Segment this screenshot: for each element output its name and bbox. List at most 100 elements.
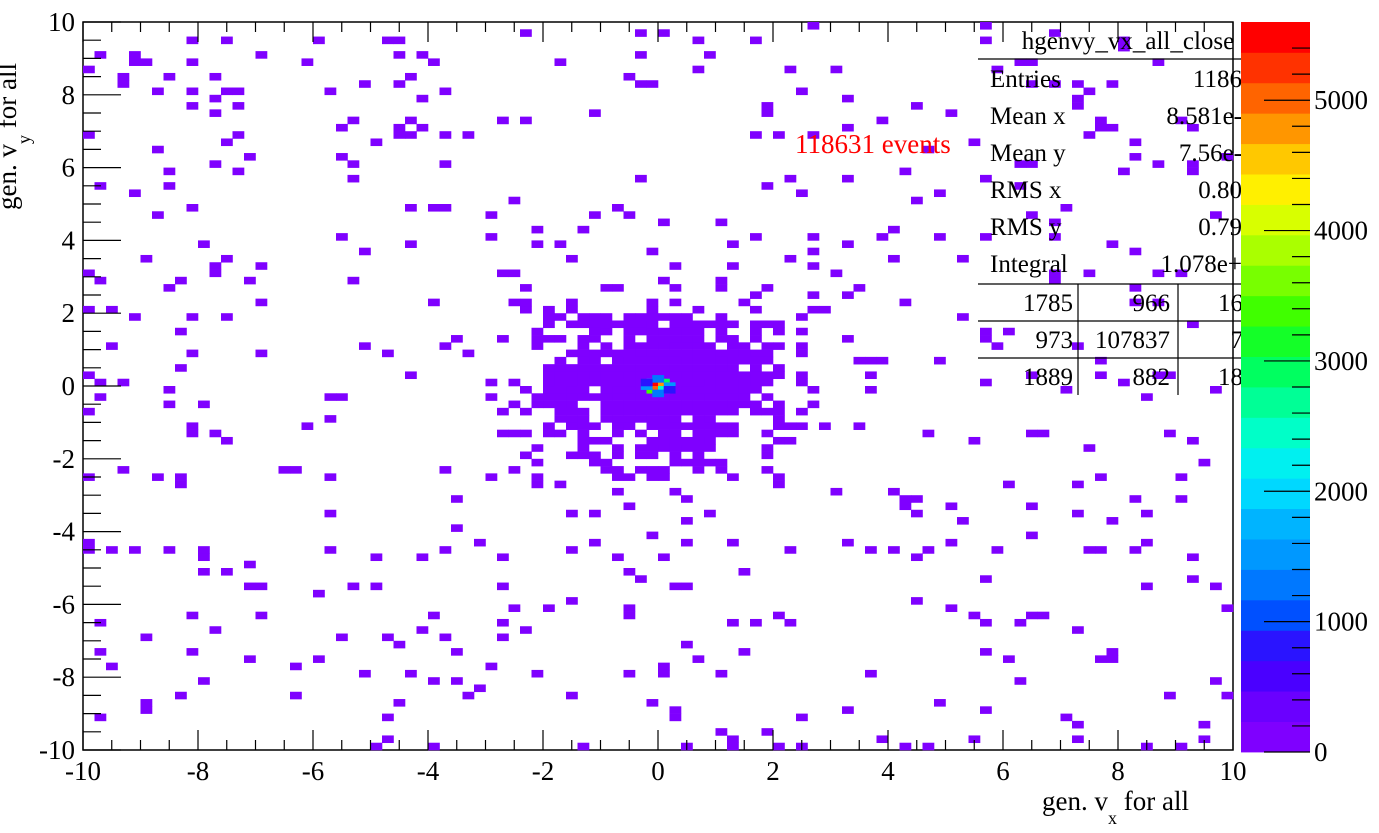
heatmap-cell xyxy=(704,51,716,59)
color-scale-band xyxy=(1241,52,1310,84)
x-tick-label: -2 xyxy=(532,756,555,786)
heatmap-cell xyxy=(681,422,693,430)
stats-label: Entries xyxy=(990,66,1061,93)
heatmap-cell xyxy=(669,349,682,358)
heatmap-cell xyxy=(393,80,406,88)
heatmap-cell xyxy=(646,364,659,372)
x-tick-label: 4 xyxy=(881,756,895,786)
heatmap-cell xyxy=(715,669,728,678)
heatmap-cell xyxy=(290,662,302,671)
heatmap-cell xyxy=(186,102,199,110)
heatmap-cell xyxy=(784,618,797,627)
heatmap-cell xyxy=(1221,691,1234,700)
heatmap-cell xyxy=(1175,269,1188,278)
heatmap-cell xyxy=(600,371,613,380)
heatmap-cell xyxy=(543,400,555,409)
heatmap-cell xyxy=(945,502,958,511)
heatmap-cell xyxy=(704,386,716,394)
heatmap-cell xyxy=(1175,742,1188,751)
heatmap-cell xyxy=(899,298,912,307)
heatmap-cell xyxy=(543,320,555,329)
heatmap-cell xyxy=(589,109,601,117)
heatmap-cell xyxy=(807,22,820,30)
heatmap-cell xyxy=(600,458,613,467)
heatmap-cell xyxy=(1152,298,1165,307)
heatmap-cell xyxy=(301,422,314,430)
heatmap-cell xyxy=(934,356,946,365)
heatmap-cell xyxy=(94,276,107,285)
heatmap-cell xyxy=(704,364,716,372)
heatmap-cell xyxy=(416,51,429,59)
heatmap-cell xyxy=(727,735,739,744)
heatmap-cell xyxy=(1014,182,1027,190)
heatmap-cell xyxy=(1129,495,1142,503)
y-tick-label: 8 xyxy=(62,80,76,110)
heatmap-cell xyxy=(635,393,647,401)
heatmap-cell xyxy=(129,189,141,198)
heatmap-cell xyxy=(140,58,153,66)
heatmap-cell xyxy=(209,269,222,278)
heatmap-cell xyxy=(612,284,624,292)
x-tick-label: -10 xyxy=(65,756,101,786)
heatmap-cell xyxy=(1037,429,1050,438)
heatmap-cell xyxy=(531,240,544,248)
heatmap-cell xyxy=(313,655,325,663)
heatmap-cell xyxy=(692,444,705,452)
heatmap-cell xyxy=(773,320,785,329)
heatmap-cell xyxy=(715,400,728,409)
heatmap-cell xyxy=(980,648,992,656)
heatmap-cell xyxy=(508,604,521,612)
heatmap-cell xyxy=(1221,604,1234,612)
heatmap-cell xyxy=(623,386,636,394)
heatmap-cell xyxy=(842,174,854,183)
heatmap-cell xyxy=(727,335,739,343)
heatmap-cell xyxy=(1106,655,1119,663)
heatmap-cell xyxy=(106,662,118,671)
heatmap-cell xyxy=(531,444,544,452)
heatmap-cell xyxy=(646,415,659,423)
heatmap-cell xyxy=(485,393,498,401)
heatmap-cell xyxy=(554,393,567,401)
heatmap-cell xyxy=(738,349,751,358)
heatmap-cell xyxy=(531,393,544,401)
heatmap-cell xyxy=(577,422,590,430)
heatmap-cell xyxy=(612,444,624,452)
heatmap-cell xyxy=(1118,36,1130,45)
heatmap-cell xyxy=(451,648,463,656)
heatmap-cell xyxy=(152,87,164,96)
heatmap-cell xyxy=(761,407,774,416)
heatmap-cell xyxy=(531,480,544,489)
heatmap-cell xyxy=(600,415,613,423)
heatmap-cell xyxy=(658,327,670,336)
heatmap-cell xyxy=(566,691,578,700)
heatmap-cell xyxy=(106,546,118,554)
heatmap-cell xyxy=(658,662,670,671)
heatmap-cell xyxy=(646,422,659,430)
heatmap-cell xyxy=(957,254,969,263)
heatmap-cell xyxy=(347,276,360,285)
heatmap-cell xyxy=(738,386,751,394)
heatmap-cell xyxy=(554,335,567,343)
heatmap-cell xyxy=(83,407,95,416)
heatmap-cell xyxy=(324,415,337,423)
y-tick-label: 0 xyxy=(62,371,76,401)
color-scale-band xyxy=(1241,721,1310,753)
heatmap-cell xyxy=(623,400,636,409)
heatmap-cell xyxy=(784,65,797,74)
heatmap-cell xyxy=(600,378,613,387)
heatmap-cell xyxy=(681,371,693,380)
heatmap-cell xyxy=(750,371,762,380)
heatmap-cell xyxy=(1164,371,1176,380)
heatmap-cell xyxy=(600,386,613,394)
heatmap-cell xyxy=(911,509,923,518)
y-tick-label: 2 xyxy=(62,298,76,328)
heatmap-cell xyxy=(175,327,187,336)
heatmap-cell xyxy=(623,364,636,372)
heatmap-cell xyxy=(658,356,670,365)
heatmap-cell xyxy=(784,436,797,445)
heatmap-cell xyxy=(704,356,716,365)
heatmap-cell xyxy=(658,473,670,481)
heatmap-cell xyxy=(681,436,693,445)
heatmap-cell xyxy=(439,131,452,139)
heatmap-cell xyxy=(1026,429,1038,438)
